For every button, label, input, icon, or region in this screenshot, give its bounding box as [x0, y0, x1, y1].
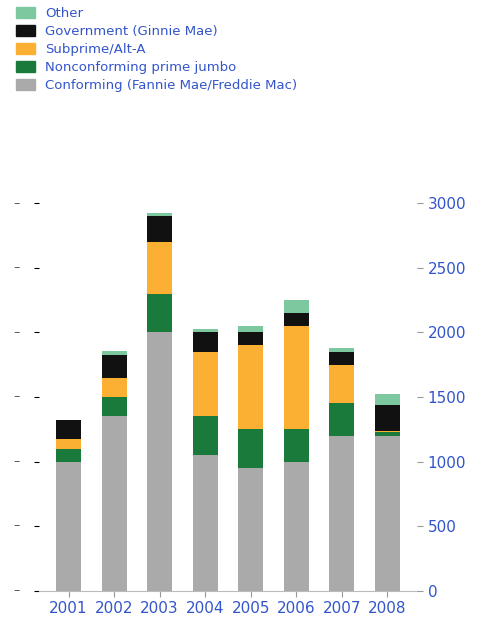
Bar [238, 345, 263, 429]
Bar [283, 313, 308, 326]
Bar [329, 364, 354, 403]
Bar [329, 403, 354, 436]
Bar [56, 420, 81, 439]
Bar [238, 326, 263, 333]
Bar [329, 436, 354, 591]
Text: –: – [13, 326, 19, 339]
Bar [192, 333, 217, 352]
Bar [147, 217, 172, 242]
Bar [283, 429, 308, 462]
Bar [374, 404, 399, 431]
Bar [101, 378, 126, 397]
Bar [192, 352, 217, 417]
Bar [192, 455, 217, 591]
Bar [238, 468, 263, 591]
Bar [192, 417, 217, 455]
Bar [374, 431, 399, 432]
Bar [101, 417, 126, 591]
Bar [374, 394, 399, 404]
Bar [329, 348, 354, 352]
Text: –: – [13, 455, 19, 468]
Bar [56, 448, 81, 462]
Text: –: – [13, 262, 19, 274]
Text: –: – [13, 519, 19, 533]
Bar [147, 294, 172, 333]
Bar [238, 333, 263, 345]
Bar [101, 355, 126, 378]
Bar [56, 462, 81, 591]
Text: –: – [13, 584, 19, 597]
Bar [147, 213, 172, 217]
Bar [101, 397, 126, 417]
Bar [283, 326, 308, 429]
Bar [192, 328, 217, 333]
Text: –: – [13, 197, 19, 210]
Bar [56, 439, 81, 448]
Bar [238, 429, 263, 468]
Bar [283, 462, 308, 591]
Bar [329, 352, 354, 364]
Bar [374, 432, 399, 436]
Bar [374, 436, 399, 591]
Bar [147, 333, 172, 591]
Bar [147, 242, 172, 294]
Bar [283, 300, 308, 313]
Bar [101, 351, 126, 355]
Text: –: – [13, 391, 19, 403]
Legend: Other, Government (Ginnie Mae), Subprime/Alt-A, Nonconforming prime jumbo, Confo: Other, Government (Ginnie Mae), Subprime… [16, 6, 297, 92]
